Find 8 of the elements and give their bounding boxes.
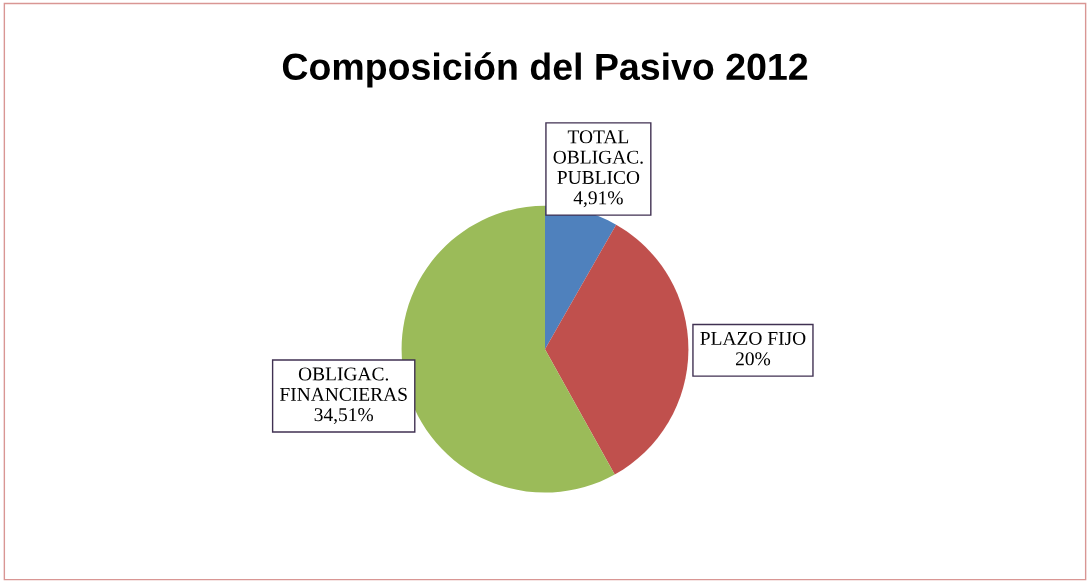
chart-title: Composición del Pasivo 2012 bbox=[282, 52, 808, 88]
pie-slice bbox=[545, 224, 689, 475]
data-label: 4,91% bbox=[573, 191, 623, 208]
slice-label: OBLIGAC. FINANCIERAS bbox=[279, 367, 407, 401]
data-label: 34,51% bbox=[314, 408, 374, 425]
slice-label: PLAZO FIJO bbox=[700, 331, 806, 345]
slice-label: TOTAL OBLIGAC. PUBLICO bbox=[553, 130, 643, 185]
data-label: 20% bbox=[735, 352, 771, 366]
